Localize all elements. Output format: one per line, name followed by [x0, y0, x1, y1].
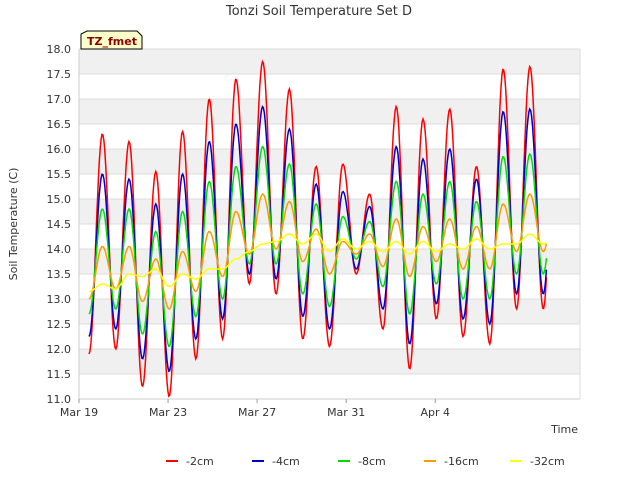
legend-label--2cm: -2cm: [186, 455, 214, 468]
legend-label--16cm: -16cm: [444, 455, 479, 468]
x-tick-label: Apr 4: [421, 406, 451, 419]
y-tick-label: 16.0: [47, 143, 72, 156]
x-axis-label: Time: [550, 423, 578, 436]
series-lines: [88, 59, 548, 398]
chart-title: Tonzi Soil Temperature Set D: [225, 4, 412, 19]
grid-band: [79, 299, 580, 324]
y-tick-label: 13.5: [47, 268, 72, 281]
y-tick-label: 14.0: [47, 243, 72, 256]
badge-label: TZ_fmet: [87, 35, 137, 48]
grid-band: [79, 349, 580, 374]
x-tick-label: Mar 23: [149, 406, 187, 419]
badge-shape: [80, 30, 143, 50]
y-tick-label: 11.5: [47, 368, 72, 381]
y-tick-label: 12.5: [47, 318, 72, 331]
y-tick-label: 12.0: [47, 343, 72, 356]
y-tick-label: 17.0: [47, 93, 72, 106]
y-tick-label: 18.0: [47, 43, 72, 56]
y-tick-label: 15.0: [47, 193, 72, 206]
y-axis-label: Soil Temperature (C): [7, 168, 20, 281]
legend-label--4cm: -4cm: [272, 455, 300, 468]
y-tick-label: 17.5: [47, 68, 72, 81]
y-tick-label: 16.5: [47, 118, 72, 131]
series-line--16cm: [88, 193, 548, 310]
grid-band: [79, 149, 580, 174]
legend: -2cm -4cm -8cm -16cm -32cm: [166, 455, 565, 468]
x-tick-label: Mar 27: [238, 406, 276, 419]
grid-band: [79, 99, 580, 124]
legend-label--32cm: -32cm: [530, 455, 565, 468]
legend-label--8cm: -8cm: [358, 455, 386, 468]
y-tick-label: 15.5: [47, 168, 72, 181]
axes: [78, 48, 581, 400]
series-line--32cm: [88, 233, 547, 293]
y-tick-label: 13.0: [47, 293, 72, 306]
y-tick-label: 14.5: [47, 218, 72, 231]
y-tick-label: 11.0: [47, 393, 72, 406]
x-tick-labels: Mar 19 Mar 23 Mar 27 Mar 31 Apr 4: [60, 399, 450, 419]
x-tick-label: Mar 19: [60, 406, 98, 419]
grid-band: [79, 49, 580, 74]
y-tick-labels: 11.0 11.5 12.0 12.5 13.0 13.5 14.0 14.5 15.0 15.5…: [47, 43, 72, 406]
x-tick-label: Mar 31: [327, 406, 365, 419]
tz-badge: TZ_fmet: [80, 30, 143, 50]
